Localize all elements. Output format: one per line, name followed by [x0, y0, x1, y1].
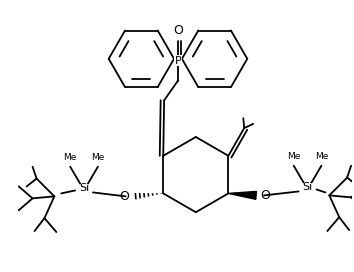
Text: Si: Si — [302, 183, 313, 193]
Text: Me: Me — [91, 153, 104, 162]
Text: O: O — [260, 189, 270, 202]
Polygon shape — [228, 191, 256, 199]
Text: P: P — [175, 56, 181, 66]
Text: Si: Si — [79, 183, 89, 193]
Text: Me: Me — [315, 152, 328, 161]
Text: Me: Me — [287, 152, 301, 161]
Text: O: O — [120, 190, 130, 203]
Text: O: O — [173, 24, 183, 37]
Text: Me: Me — [63, 153, 77, 162]
